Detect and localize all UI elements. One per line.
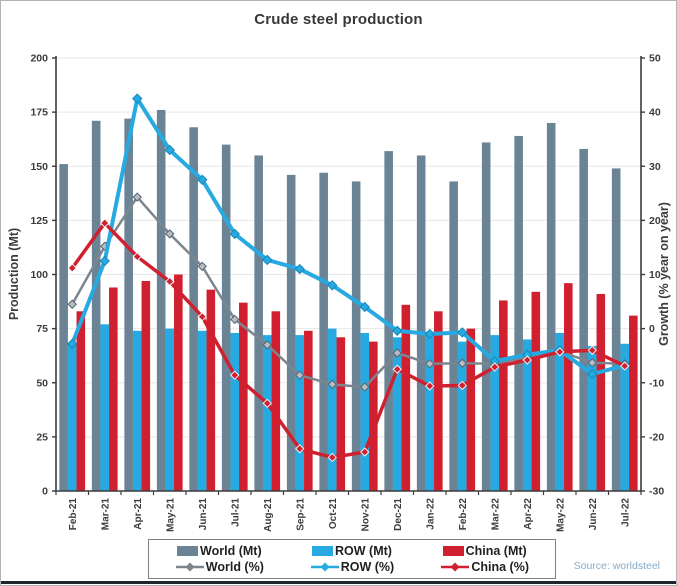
china-bar-swatch [442,545,464,556]
world-line-swatch [175,562,204,572]
svg-text:Dec-21: Dec-21 [393,498,404,531]
svg-text:Feb-22: Feb-22 [458,498,469,531]
svg-text:25: 25 [36,431,48,443]
svg-text:50: 50 [36,377,48,389]
row-bar-swatch [312,545,334,556]
legend-row-bars: World (Mt) ROW (Mt) China (Mt) [153,544,551,558]
svg-text:Production (Mt): Production (Mt) [7,228,21,320]
world-bar-swatch [177,545,199,556]
legend-label-china-pct: China (%) [471,560,529,575]
legend-item-china-mt: China (Mt) [418,544,551,558]
svg-text:Jul-21: Jul-21 [230,498,241,527]
chart-title: Crude steel production [254,11,423,28]
svg-text:Sep-21: Sep-21 [295,498,306,531]
svg-text:30: 30 [649,161,661,173]
bottom-border [1,581,676,584]
svg-text:100: 100 [30,269,48,281]
svg-text:Oct-21: Oct-21 [328,498,339,530]
svg-text:Apr-21: Apr-21 [133,498,144,530]
svg-text:150: 150 [30,161,48,173]
svg-text:Jan-22: Jan-22 [425,498,436,530]
svg-text:0: 0 [649,323,655,335]
svg-text:Mar-21: Mar-21 [100,498,111,531]
legend-row-lines: World (%) ROW (%) China (%) [153,560,551,574]
legend-item-row-pct: ROW (%) [286,560,419,574]
legend-item-world-mt: World (Mt) [153,544,286,558]
legend-label-row-pct: ROW (%) [340,560,395,575]
svg-text:Aug-21: Aug-21 [263,498,274,532]
svg-text:20: 20 [649,215,661,227]
svg-text:-10: -10 [649,377,664,389]
china-line-swatch [441,562,470,572]
svg-text:75: 75 [36,323,48,335]
svg-text:-30: -30 [649,486,664,498]
legend-item-china-pct: China (%) [418,560,551,574]
svg-text:Mar-22: Mar-22 [490,498,501,531]
svg-text:200: 200 [30,53,48,65]
legend-label-world-mt: World (Mt) [200,543,262,558]
svg-text:Nov-21: Nov-21 [360,498,371,532]
svg-text:Growth (% year on year): Growth (% year on year) [657,202,671,346]
legend-box: World (Mt) ROW (Mt) China (Mt) World (%)… [148,539,556,579]
svg-text:Jun-22: Jun-22 [588,498,599,531]
svg-text:-20: -20 [649,431,664,443]
row-line-swatch [310,562,339,572]
legend-item-world-pct: World (%) [153,560,286,574]
svg-text:10: 10 [649,269,661,281]
svg-text:Jun-21: Jun-21 [198,498,209,531]
svg-text:Apr-22: Apr-22 [523,498,534,530]
source-credit: Source: worldsteel [573,560,660,572]
legend-label-world-pct: World (%) [205,560,264,575]
legend-label-china-mt: China (Mt) [465,543,527,558]
legend-item-row-mt: ROW (Mt) [286,544,419,558]
svg-text:May-22: May-22 [555,498,566,532]
svg-text:Jul-22: Jul-22 [620,498,631,527]
svg-text:0: 0 [42,486,48,498]
svg-text:Feb-21: Feb-21 [68,498,79,531]
svg-text:50: 50 [649,53,661,65]
svg-text:175: 175 [30,107,48,119]
legend-label-row-mt: ROW (Mt) [335,543,392,558]
svg-text:125: 125 [30,215,48,227]
svg-text:40: 40 [649,107,661,119]
svg-text:May-21: May-21 [165,498,176,532]
